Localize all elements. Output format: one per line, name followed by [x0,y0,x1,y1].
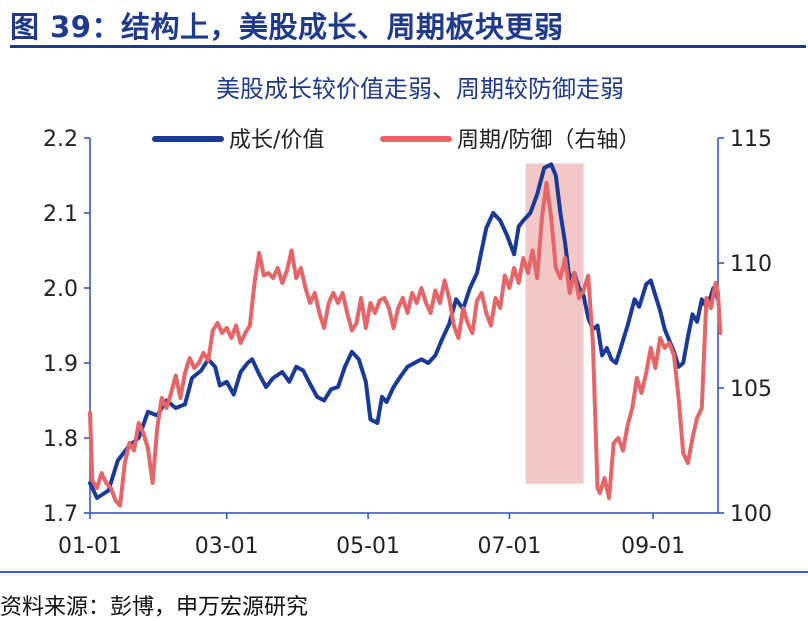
left-tick-label: 2.1 [43,202,78,227]
shaded-region [525,163,584,484]
shade-layer [525,163,584,484]
axes-layer: 1.7 1.8 1.9 2.0 2.1 2.2 100 105 110 115 01-01 03-01… [43,127,772,559]
figure-title: 图 39：结构上，美股成长、周期板块更弱 [10,10,564,44]
x-tick-label: 03-01 [195,534,259,559]
source-rule [0,571,808,573]
source-note: 资料来源：彭博，申万宏源研究 [0,595,309,620]
right-tick-label: 100 [730,502,772,527]
series-layer [88,162,723,508]
x-tick-label: 07-01 [477,534,541,559]
x-tick-label: 05-01 [336,534,400,559]
left-tick-label: 1.8 [43,427,78,452]
left-tick-label: 2.2 [43,127,78,152]
left-tick-label: 1.9 [43,352,78,377]
series-line-cyclical-defensive [88,181,723,508]
legend-label-cyclical: 周期/防御（右轴） [457,128,640,153]
chart: 美股成长较价值走弱、周期较防御走弱 1.71.81.92.02.12.21001… [43,75,772,559]
left-tick-label: 1.7 [43,502,78,527]
legend-label-growth: 成长/价值 [229,128,324,153]
title-rule [10,45,806,48]
series-line-growth-value [88,162,720,500]
x-tick-label: 09-01 [621,534,685,559]
chart-title: 美股成长较价值走弱、周期较防御走弱 [216,75,624,103]
x-tick-label: 01-01 [58,534,122,559]
right-tick-label: 105 [730,377,772,402]
right-tick-label: 110 [730,252,772,277]
right-tick-label: 115 [730,127,772,152]
legend: 成长/价值 周期/防御（右轴） [152,128,640,153]
left-tick-label: 2.0 [43,277,78,302]
